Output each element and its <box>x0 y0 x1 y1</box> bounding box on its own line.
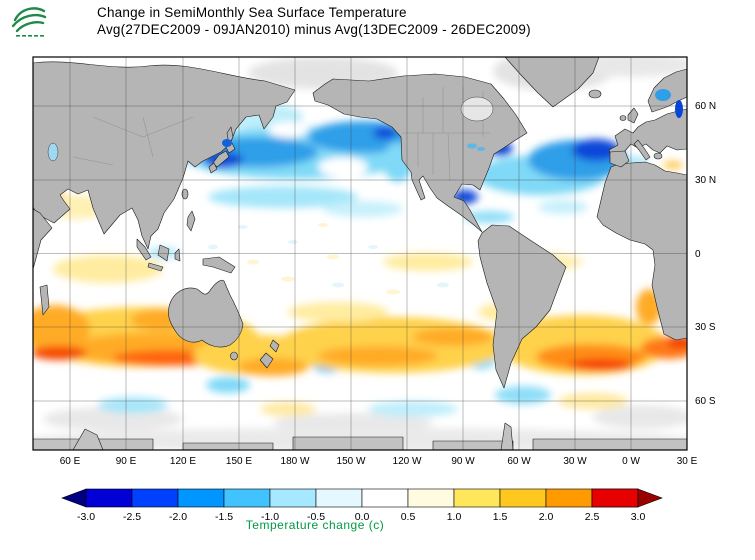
colorbar-tick: 1.5 <box>493 511 508 523</box>
colorbar-segment <box>545 488 593 508</box>
lat-label: 30 S <box>695 322 716 333</box>
colorbar-tick: 2.5 <box>585 511 600 523</box>
lon-label: 60 W <box>507 456 531 467</box>
chart-title: Change in SemiMonthly Sea Surface Temper… <box>97 5 407 20</box>
lat-label: 0 <box>695 249 701 260</box>
chart-subtitle: Avg(27DEC2009 - 09JAN2010) minus Avg(13D… <box>97 22 531 37</box>
lon-label: 120 E <box>170 456 196 467</box>
logo-caption-marks <box>16 35 44 37</box>
colorbar-caption: Temperature change (c) <box>245 518 385 532</box>
logo-wave-icon <box>11 7 47 33</box>
colorbar-tick: 0.0 <box>355 511 370 523</box>
lon-label: 30 W <box>563 456 587 467</box>
map-frame <box>32 56 688 451</box>
colorbar-segment <box>223 488 271 508</box>
colorbar-tick: 0.5 <box>401 511 416 523</box>
colorbar-segment <box>591 488 639 508</box>
colorbar-ticks: -3.0 -2.5 -2.0 -1.5 -1.0 -0.5 0.0 0.5 1.… <box>77 511 645 523</box>
lon-label: 150 E <box>226 456 252 467</box>
grid-layer <box>33 57 687 450</box>
lat-label: 30 N <box>695 175 716 186</box>
colorbar-segment <box>85 488 133 508</box>
colorbar-tick: 1.0 <box>447 511 462 523</box>
colorbar-tick: -1.0 <box>261 511 279 523</box>
lon-label: 90 W <box>451 456 475 467</box>
colorbar: -3.0 -2.5 -2.0 -1.5 -1.0 -0.5 0.0 0.5 1.… <box>61 488 663 523</box>
world-sst-map: 60 N 30 N 0 30 S 60 S 60 E 90 E 120 E 15… <box>32 56 716 467</box>
lon-label: 90 E <box>116 456 137 467</box>
lon-label: 60 E <box>60 456 81 467</box>
lon-label: 120 W <box>393 456 422 467</box>
lakes-and-seas-layer <box>47 89 683 162</box>
colorbar-segment <box>361 488 409 508</box>
colorbar-tick: 2.0 <box>539 511 554 523</box>
colorbar-tick: -3.0 <box>77 511 95 523</box>
lat-label: 60 S <box>695 396 716 407</box>
lon-label: 30 E <box>677 456 698 467</box>
agency-logo <box>11 7 47 37</box>
colorbar-tick: -0.5 <box>307 511 325 523</box>
colorbar-arrow-right <box>637 488 663 508</box>
colorbar-segment <box>315 488 363 508</box>
colorbar-tick: -2.0 <box>169 511 187 523</box>
colorbar-segment <box>269 488 317 508</box>
colorbar-swatches <box>61 488 663 508</box>
colorbar-segment <box>499 488 547 508</box>
lon-label: 0 W <box>622 456 640 467</box>
lat-axis: 60 N 30 N 0 30 S 60 S <box>695 101 716 407</box>
colorbar-tick: -1.5 <box>215 511 233 523</box>
colorbar-segment <box>131 488 179 508</box>
colorbar-segment <box>453 488 501 508</box>
colorbar-arrow-left <box>61 488 87 508</box>
lat-label: 60 N <box>695 101 716 112</box>
colorbar-tick: 3.0 <box>631 511 646 523</box>
colorbar-segment <box>177 488 225 508</box>
colorbar-tick: -2.5 <box>123 511 141 523</box>
header: Change in SemiMonthly Sea Surface Temper… <box>97 4 531 38</box>
colorbar-segment <box>407 488 455 508</box>
border-hints-layer <box>72 87 490 182</box>
lon-label: 150 W <box>337 456 366 467</box>
lon-label: 180 W <box>281 456 310 467</box>
lon-axis: 60 E 90 E 120 E 150 E 180 W 150 W 120 W … <box>60 456 698 467</box>
